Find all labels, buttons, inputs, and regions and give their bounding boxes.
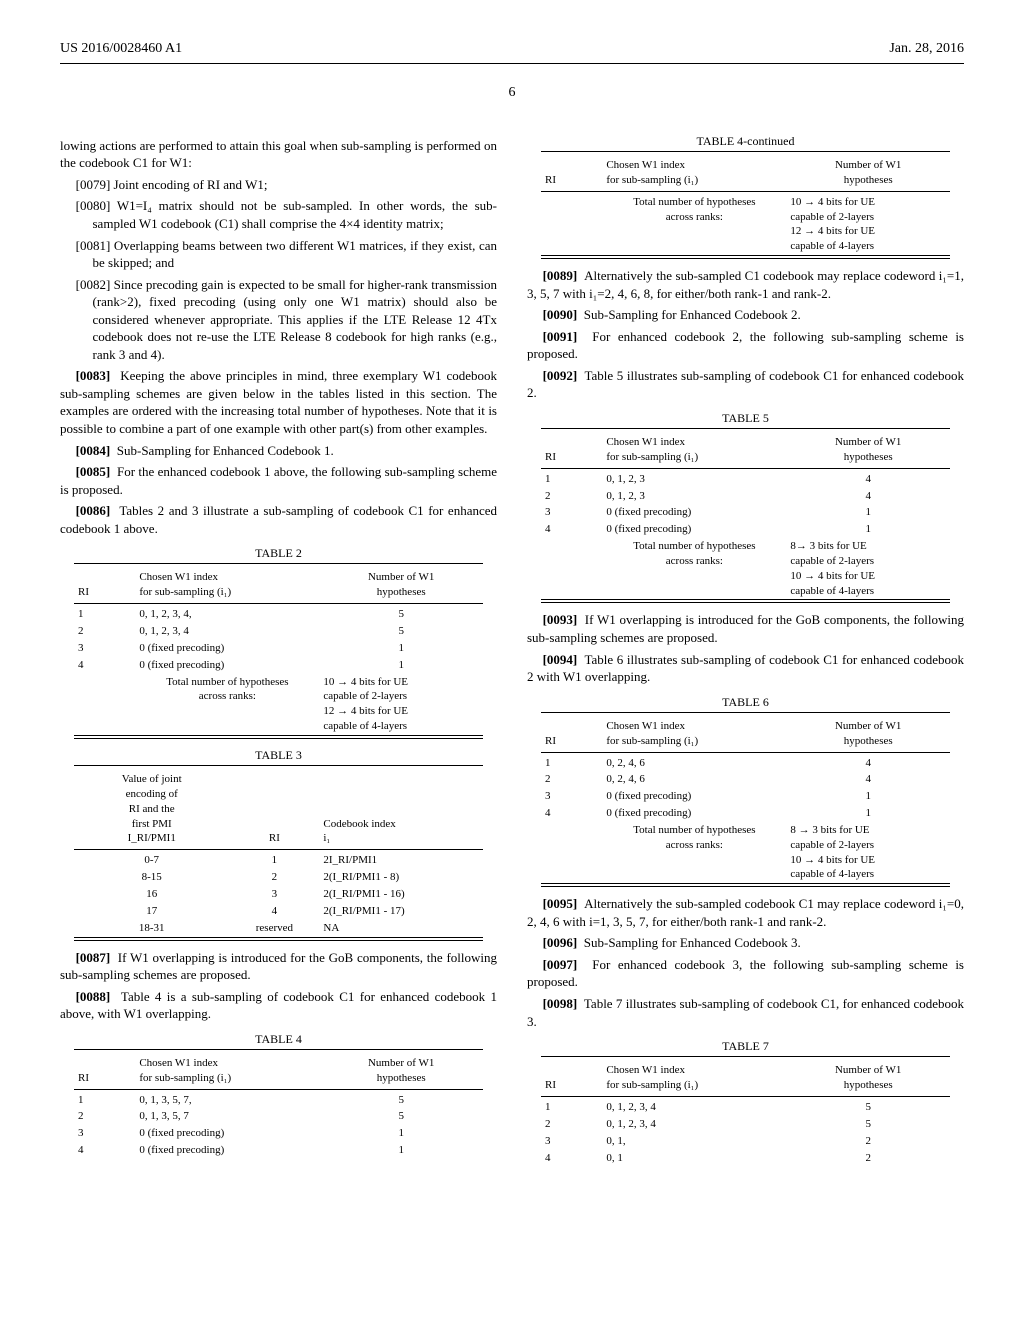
para-0084: [0084] Sub-Sampling for Enhanced Codeboo…	[60, 442, 497, 460]
t3-h2: RI	[229, 769, 319, 850]
table-row: 0-712I_RI/PMI1	[74, 852, 483, 869]
table-3: TABLE 3 Value of jointencoding ofRI and …	[74, 747, 483, 941]
t2-h3: Number of W1hypotheses	[319, 567, 483, 603]
para-0090: [0090] Sub-Sampling for Enhanced Codeboo…	[527, 306, 964, 324]
t2-h1: RI	[74, 567, 135, 603]
table-row: 18-31reservedNA	[74, 920, 483, 937]
table-6: TABLE 6 RI Chosen W1 indexfor sub-sampli…	[541, 694, 950, 888]
t4-h1: RI	[74, 1053, 135, 1089]
table-row: 30 (fixed precoding)1	[541, 504, 950, 521]
table-row: 20, 1, 2, 3, 45	[541, 1116, 950, 1133]
table-row: 40 (fixed precoding)1	[541, 521, 950, 538]
table-total-row: Total number of hypothesesacross ranks: …	[74, 674, 483, 736]
t3-h3: Codebook indexi₁	[319, 769, 483, 850]
table-row: 20, 1, 2, 3, 45	[74, 623, 483, 640]
t4-h3: Number of W1hypotheses	[319, 1053, 483, 1089]
t5-h3: Number of W1hypotheses	[786, 432, 950, 468]
table-row: 30, 1,2	[541, 1133, 950, 1150]
table-row: 40 (fixed precoding)1	[74, 1142, 483, 1159]
table-row: 10, 1, 3, 5, 7,5	[74, 1092, 483, 1109]
para-0079: [0079] Joint encoding of RI and W1;	[60, 176, 497, 194]
table-row: 40, 12	[541, 1150, 950, 1167]
table-5-title: TABLE 5	[541, 410, 950, 426]
table-total-row: Total number of hypothesesacross ranks: …	[541, 194, 950, 256]
table-7-title: TABLE 7	[541, 1038, 950, 1054]
para-0096: [0096] Sub-Sampling for Enhanced Codeboo…	[527, 934, 964, 952]
t7-h1: RI	[541, 1060, 602, 1096]
t4-h2: Chosen W1 indexfor sub-sampling (i₁)	[135, 1053, 319, 1089]
para-0083: [0083] Keeping the above principles in m…	[60, 367, 497, 437]
page-header: US 2016/0028460 A1 Jan. 28, 2016	[60, 40, 964, 64]
table-row: 40 (fixed precoding)1	[541, 805, 950, 822]
table-total-row: Total number of hypothesesacross ranks: …	[541, 538, 950, 600]
table-row: 20, 1, 2, 34	[541, 488, 950, 505]
table-4c-title: TABLE 4-continued	[541, 133, 950, 149]
page-number: 6	[60, 84, 964, 103]
table-row: 1632(I_RI/PMI1 - 16)	[74, 886, 483, 903]
t7-h3: Number of W1hypotheses	[786, 1060, 950, 1096]
para-0095: [0095] Alternatively the sub-sampled cod…	[527, 895, 964, 930]
t4c-h3: Number of W1hypotheses	[786, 155, 950, 191]
table-7: TABLE 7 RI Chosen W1 indexfor sub-sampli…	[541, 1038, 950, 1166]
publication-date: Jan. 28, 2016	[889, 40, 964, 59]
table-row: 10, 1, 2, 3, 45	[541, 1099, 950, 1116]
table-2: TABLE 2 RI Chosen W1 indexfor sub-sampli…	[74, 545, 483, 739]
table-5: TABLE 5 RI Chosen W1 indexfor sub-sampli…	[541, 410, 950, 604]
para-0087: [0087] If W1 overlapping is introduced f…	[60, 949, 497, 984]
para-0085: [0085] For the enhanced codebook 1 above…	[60, 463, 497, 498]
table-3-title: TABLE 3	[74, 747, 483, 763]
table-row: 30 (fixed precoding)1	[74, 1125, 483, 1142]
table-row: 10, 2, 4, 64	[541, 755, 950, 772]
para-0081: [0081] Overlapping beams between two dif…	[60, 237, 497, 272]
t6-h1: RI	[541, 716, 602, 752]
para-0082: [0082] Since precoding gain is expected …	[60, 276, 497, 364]
para-0094: [0094] Table 6 illustrates sub-sampling …	[527, 651, 964, 686]
para-0098: [0098] Table 7 illustrates sub-sampling …	[527, 995, 964, 1030]
para-0091: [0091] For enhanced codebook 2, the foll…	[527, 328, 964, 363]
table-6-title: TABLE 6	[541, 694, 950, 710]
t2-h2: Chosen W1 indexfor sub-sampling (i₁)	[135, 567, 319, 603]
para-0088: [0088] Table 4 is a sub-sampling of code…	[60, 988, 497, 1023]
table-row: 40 (fixed precoding)1	[74, 657, 483, 674]
table-2-title: TABLE 2	[74, 545, 483, 561]
body-columns: lowing actions are performed to attain t…	[60, 133, 964, 1171]
table-row: 30 (fixed precoding)1	[541, 788, 950, 805]
para-0080: [0080] W1=I₄ matrix should not be sub-sa…	[60, 197, 497, 232]
table-row: 10, 1, 2, 3, 4,5	[74, 606, 483, 623]
table-row: 1742(I_RI/PMI1 - 17)	[74, 903, 483, 920]
t3-h1: Value of jointencoding ofRI and thefirst…	[74, 769, 229, 850]
table-row: 20, 2, 4, 64	[541, 771, 950, 788]
para-intro: lowing actions are performed to attain t…	[60, 137, 497, 172]
table-row: 8-1522(I_RI/PMI1 - 8)	[74, 869, 483, 886]
para-0093: [0093] If W1 overlapping is introduced f…	[527, 611, 964, 646]
table-row: 30 (fixed precoding)1	[74, 640, 483, 657]
table-row: 20, 1, 3, 5, 75	[74, 1108, 483, 1125]
table-row: 10, 1, 2, 34	[541, 471, 950, 488]
publication-number: US 2016/0028460 A1	[60, 40, 182, 59]
t5-h2: Chosen W1 indexfor sub-sampling (i₁)	[602, 432, 786, 468]
t5-h1: RI	[541, 432, 602, 468]
t6-h3: Number of W1hypotheses	[786, 716, 950, 752]
table-4-continued: TABLE 4-continued RI Chosen W1 indexfor …	[541, 133, 950, 259]
t7-h2: Chosen W1 indexfor sub-sampling (i₁)	[602, 1060, 786, 1096]
para-0097: [0097] For enhanced codebook 3, the foll…	[527, 956, 964, 991]
t6-h2: Chosen W1 indexfor sub-sampling (i₁)	[602, 716, 786, 752]
table-total-row: Total number of hypothesesacross ranks: …	[541, 822, 950, 884]
para-0086: [0086] Tables 2 and 3 illustrate a sub-s…	[60, 502, 497, 537]
t4c-h1: RI	[541, 155, 602, 191]
t4c-h2: Chosen W1 indexfor sub-sampling (i₁)	[602, 155, 786, 191]
table-4-title: TABLE 4	[74, 1031, 483, 1047]
table-4: TABLE 4 RI Chosen W1 indexfor sub-sampli…	[74, 1031, 483, 1159]
para-0092: [0092] Table 5 illustrates sub-sampling …	[527, 367, 964, 402]
para-0089: [0089] Alternatively the sub-sampled C1 …	[527, 267, 964, 302]
